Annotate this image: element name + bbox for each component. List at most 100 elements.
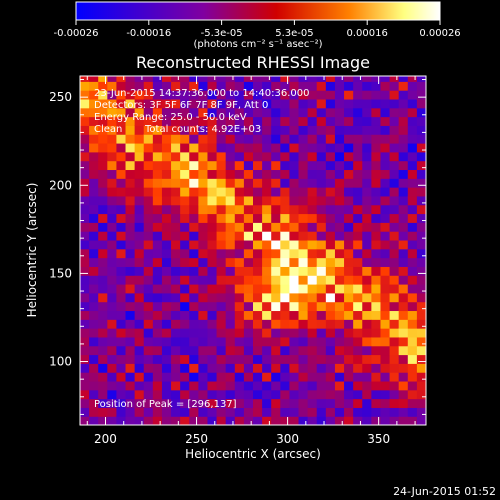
heatmap-cell [316, 310, 327, 320]
heatmap-cell [98, 160, 108, 171]
heatmap-cell [380, 90, 391, 100]
heatmap-cell [216, 257, 227, 267]
heatmap-cell [80, 142, 90, 153]
heatmap-cell [225, 310, 236, 320]
heatmap-cell [262, 257, 272, 267]
heatmap-cell [271, 372, 281, 382]
heatmap-cell [125, 125, 136, 135]
heatmap-cell [143, 283, 154, 294]
heatmap-cell [134, 354, 145, 364]
heatmap-cell [89, 142, 99, 153]
heatmap-cell [180, 134, 190, 144]
heatmap-cell [189, 398, 199, 408]
heatmap-cell [325, 187, 336, 197]
heatmap-cell [225, 187, 236, 197]
heatmap-cell [389, 292, 400, 303]
heatmap-cell [80, 380, 90, 391]
heatmap-cell [325, 81, 336, 91]
heatmap-cell [134, 107, 145, 118]
heatmap-cell [416, 398, 426, 408]
heatmap-cell [271, 248, 281, 259]
heatmap-cell [225, 204, 236, 215]
heatmap-cell [271, 151, 281, 162]
heatmap-cell [316, 248, 327, 259]
heatmap-cell [80, 125, 90, 135]
heatmap-cell [325, 328, 336, 338]
heatmap-cell [189, 98, 199, 109]
annotation-detectors: Detectors: 3F 5F 6F 7F 8F 9F, Att 0 [94, 100, 268, 111]
heatmap-cell [353, 380, 363, 391]
heatmap-cell [325, 178, 336, 188]
heatmap-cell [107, 354, 118, 364]
heatmap-cell [234, 283, 245, 294]
heatmap-cell [107, 398, 118, 408]
heatmap-cell [234, 239, 245, 250]
heatmap-cell [152, 195, 163, 206]
heatmap-cell [316, 398, 327, 408]
heatmap-cell [243, 319, 254, 329]
heatmap-cell [152, 169, 163, 179]
heatmap-cell [207, 178, 218, 188]
heatmap-cell [125, 90, 136, 100]
heatmap-cell [143, 416, 154, 425]
heatmap-cell [152, 178, 163, 188]
heatmap-cell [116, 98, 127, 109]
heatmap-cell [89, 398, 99, 408]
heatmap-cell [116, 363, 127, 373]
heatmap-cell [271, 213, 281, 223]
heatmap-cell [316, 76, 327, 82]
heatmap-cell [344, 398, 354, 408]
heatmap-cell [116, 125, 127, 135]
heatmap-cell [134, 248, 145, 259]
heatmap-cell [80, 354, 90, 364]
heatmap-cell [243, 266, 254, 276]
heatmap-cell [171, 81, 181, 91]
heatmap-cell [362, 239, 372, 250]
heatmap-cell [216, 266, 227, 276]
heatmap-cell [243, 336, 254, 347]
heatmap-cell [344, 81, 354, 91]
heatmap-cell [107, 195, 118, 206]
heatmap-cell [98, 81, 108, 91]
heatmap-cell [107, 187, 118, 197]
heatmap-cell [198, 407, 209, 417]
heatmap-cell [298, 363, 309, 373]
heatmap-cell [89, 125, 99, 135]
heatmap-cell [398, 336, 409, 347]
heatmap-cell [189, 142, 199, 153]
heatmap-cell [398, 76, 409, 82]
heatmap-cell [344, 301, 354, 312]
heatmap-cell [344, 363, 354, 373]
heatmap-cell [416, 125, 426, 135]
heatmap-cell [243, 76, 254, 82]
heatmap-cell [225, 213, 236, 223]
heatmap-cell [389, 231, 400, 241]
heatmap-cell [225, 328, 236, 338]
heatmap-cell [262, 187, 272, 197]
heatmap-cell [98, 178, 108, 188]
heatmap-cell [262, 178, 272, 188]
heatmap-cell [207, 222, 218, 232]
heatmap-cell [344, 90, 354, 100]
heatmap-cell [207, 275, 218, 285]
heatmap-cell [216, 283, 227, 294]
heatmap-cell [362, 107, 372, 118]
heatmap-cell [298, 345, 309, 356]
heatmap-cell [216, 98, 227, 109]
heatmap-cell [189, 292, 199, 303]
x-tick-label: 200 [94, 432, 117, 446]
heatmap-cell [207, 266, 218, 276]
heatmap-cell [225, 266, 236, 276]
heatmap-cell [198, 107, 209, 118]
heatmap-cell [134, 257, 145, 267]
heatmap-cell [89, 90, 99, 100]
heatmap-cell [380, 81, 391, 91]
heatmap-cell [80, 363, 90, 373]
heatmap-cell [362, 345, 372, 356]
heatmap-cell [80, 81, 90, 91]
heatmap-cell [207, 107, 218, 118]
heatmap-cell [207, 76, 218, 82]
heatmap-cell [89, 380, 99, 391]
heatmap-cell [89, 283, 99, 294]
heatmap-cell [362, 187, 372, 197]
